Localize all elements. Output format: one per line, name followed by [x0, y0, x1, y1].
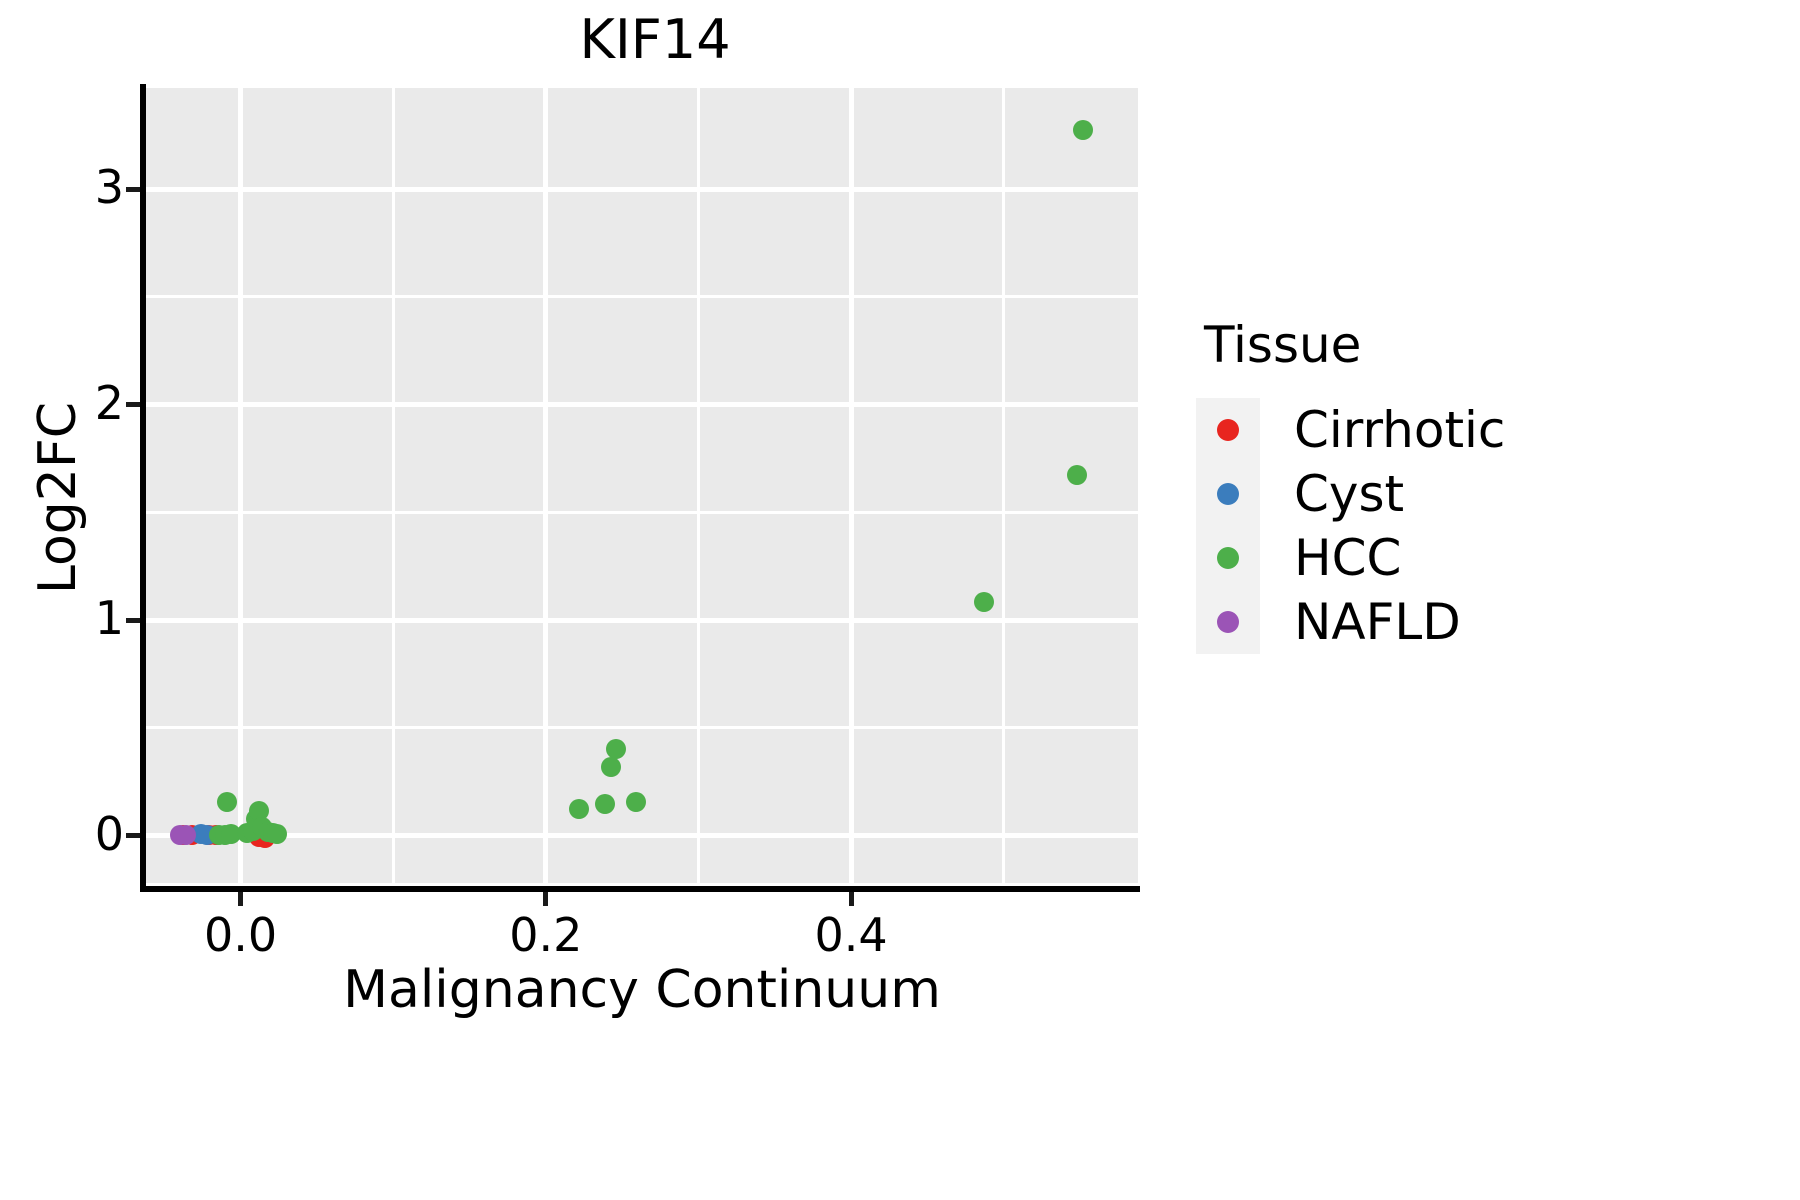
- data-point: [175, 824, 196, 845]
- gridline-major-horizontal: [146, 402, 1138, 408]
- y-tick-mark: [126, 833, 140, 839]
- y-tick-label: 2: [94, 375, 124, 430]
- legend-item-cirrhotic[interactable]: Cirrhotic: [1196, 398, 1756, 462]
- data-point: [248, 801, 269, 822]
- x-tick-label: 0.0: [204, 908, 278, 962]
- data-point: [1066, 464, 1087, 485]
- legend-item-label: Cyst: [1294, 465, 1405, 523]
- gridline-major-horizontal: [146, 186, 1138, 192]
- gridline-minor-vertical: [1002, 88, 1006, 883]
- legend-item-hcc[interactable]: HCC: [1196, 526, 1756, 590]
- chart-title: KIF14: [579, 8, 731, 71]
- legend-dot-icon: [1217, 611, 1239, 633]
- legend-dot-icon: [1217, 419, 1239, 441]
- y-tick-label: 0: [94, 806, 124, 861]
- data-point: [1073, 120, 1094, 140]
- gridline-minor-horizontal: [146, 295, 1138, 299]
- x-axis-title: Malignancy Continuum: [343, 960, 941, 1020]
- data-point: [595, 793, 616, 814]
- data-point: [625, 792, 646, 813]
- legend-title: Tissue: [1204, 316, 1362, 374]
- x-tick-mark: [543, 892, 549, 906]
- x-tick-mark: [848, 892, 854, 906]
- gridline-minor-horizontal: [146, 510, 1138, 514]
- data-point: [606, 739, 627, 760]
- data-point: [216, 792, 237, 813]
- y-tick-label: 1: [94, 591, 124, 646]
- y-axis-title: Log2FC: [28, 401, 88, 595]
- gridline-major-vertical: [238, 88, 244, 883]
- legend-key-swatch: [1196, 526, 1260, 590]
- x-axis-line: [140, 886, 1140, 892]
- x-tick-mark: [238, 892, 244, 906]
- data-point: [601, 757, 622, 778]
- legend-key-swatch: [1196, 590, 1260, 654]
- legend-item-label: Cirrhotic: [1294, 401, 1506, 459]
- legend: Tissue Cirrhotic Cyst HCC NAFLD: [1196, 318, 1756, 654]
- legend-item-nafld[interactable]: NAFLD: [1196, 590, 1756, 654]
- data-point: [267, 823, 288, 844]
- gridline-minor-horizontal: [146, 726, 1138, 730]
- legend-dot-icon: [1217, 547, 1239, 569]
- legend-key-swatch: [1196, 462, 1260, 526]
- y-tick-mark: [126, 402, 140, 408]
- data-point: [569, 798, 590, 819]
- y-tick-mark: [126, 186, 140, 192]
- gridline-minor-vertical: [696, 88, 700, 883]
- plot-panel: [146, 88, 1138, 883]
- gridline-major-horizontal: [146, 617, 1138, 623]
- legend-key-swatch: [1196, 398, 1260, 462]
- y-tick-label: 3: [94, 160, 124, 215]
- y-tick-mark: [126, 617, 140, 623]
- x-tick-label: 0.4: [814, 908, 888, 962]
- data-point: [973, 591, 994, 612]
- legend-item-cyst[interactable]: Cyst: [1196, 462, 1756, 526]
- gridline-major-horizontal: [146, 833, 1138, 839]
- data-point: [221, 824, 242, 845]
- legend-item-label: HCC: [1294, 529, 1402, 587]
- legend-item-label: NAFLD: [1294, 593, 1461, 651]
- legend-dot-icon: [1217, 483, 1239, 505]
- legend-items: Cirrhotic Cyst HCC NAFLD: [1196, 398, 1756, 654]
- gridline-minor-vertical: [391, 88, 395, 883]
- x-tick-label: 0.2: [509, 908, 583, 962]
- gridline-major-vertical: [848, 88, 854, 883]
- gridline-major-vertical: [543, 88, 549, 883]
- y-axis-line: [140, 84, 146, 892]
